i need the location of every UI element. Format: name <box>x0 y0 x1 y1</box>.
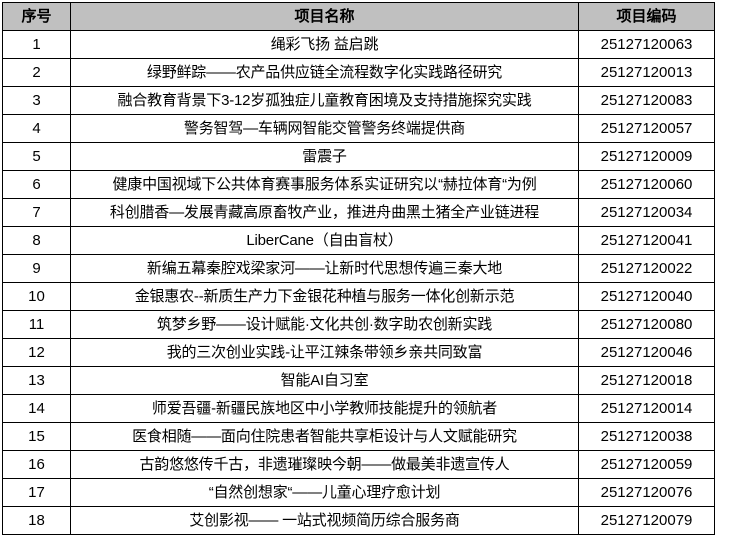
cell-sequence-number: 14 <box>2 394 71 423</box>
cell-sequence-number: 6 <box>2 170 71 199</box>
column-header-code: 项目编码 <box>578 2 715 31</box>
cell-project-name: 科创腊香—发展青藏高原畜牧产业，推进舟曲黑土猪全产业链进程 <box>70 198 579 227</box>
cell-project-name: “自然创想家“——儿童心理疗愈计划 <box>70 478 579 507</box>
cell-project-name: 古韵悠悠传千古，非遗璀璨映今朝——做最美非遗宣传人 <box>70 450 579 479</box>
table-header: 序号 项目名称 项目编码 <box>2 2 715 31</box>
cell-project-code: 25127120080 <box>578 310 715 339</box>
cell-project-code: 25127120083 <box>578 86 715 115</box>
cell-project-name: 艾创影视—— 一站式视频简历综合服务商 <box>70 506 579 535</box>
column-header-seq: 序号 <box>2 2 71 31</box>
cell-project-name: 绿野鲜踪——农产品供应链全流程数字化实践路径研究 <box>70 58 579 87</box>
cell-project-code: 25127120060 <box>578 170 715 199</box>
cell-project-name: 警务智驾—车辆网智能交管警务终端提供商 <box>70 114 579 143</box>
table-row: 8 LiberCane（自由盲杖） 25127120041 <box>2 226 715 255</box>
table-row: 4 警务智驾—车辆网智能交管警务终端提供商 25127120057 <box>2 114 715 143</box>
cell-sequence-number: 16 <box>2 450 71 479</box>
cell-sequence-number: 8 <box>2 226 71 255</box>
table-row: 3 融合教育背景下3-12岁孤独症儿童教育困境及支持措施探究实践 251271200… <box>2 86 715 115</box>
table-row: 10 金银惠农--新质生产力下金银花种植与服务一体化创新示范 25127120040 <box>2 282 715 311</box>
table-row: 15 医食相随——面向住院患者智能共享柜设计与人文赋能研究 25127120038 <box>2 422 715 451</box>
cell-sequence-number: 4 <box>2 114 71 143</box>
cell-project-name: 融合教育背景下3-12岁孤独症儿童教育困境及支持措施探究实践 <box>70 86 579 115</box>
cell-project-code: 25127120009 <box>578 142 715 171</box>
table-row: 1 绳彩飞扬 益启跳 25127120063 <box>2 30 715 59</box>
table-row: 12 我的三次创业实践-让平江辣条带领乡亲共同致富 25127120046 <box>2 338 715 367</box>
cell-sequence-number: 15 <box>2 422 71 451</box>
cell-project-code: 25127120059 <box>578 450 715 479</box>
table-body: 1 绳彩飞扬 益启跳 25127120063 2 绿野鲜踪——农产品供应链全流程数字化实… <box>2 30 715 535</box>
cell-project-code: 25127120022 <box>578 254 715 283</box>
cell-sequence-number: 5 <box>2 142 71 171</box>
cell-project-name: 医食相随——面向住院患者智能共享柜设计与人文赋能研究 <box>70 422 579 451</box>
cell-sequence-number: 18 <box>2 506 71 535</box>
cell-project-code: 25127120013 <box>578 58 715 87</box>
cell-project-code: 25127120046 <box>578 338 715 367</box>
column-header-name: 项目名称 <box>70 2 579 31</box>
cell-sequence-number: 17 <box>2 478 71 507</box>
table-row: 17 “自然创想家“——儿童心理疗愈计划 25127120076 <box>2 478 715 507</box>
cell-project-code: 25127120041 <box>578 226 715 255</box>
cell-sequence-number: 7 <box>2 198 71 227</box>
table-row: 7 科创腊香—发展青藏高原畜牧产业，推进舟曲黑土猪全产业链进程 2512712003… <box>2 198 715 227</box>
cell-project-name: 雷震子 <box>70 142 579 171</box>
cell-sequence-number: 2 <box>2 58 71 87</box>
table-row: 18 艾创影视—— 一站式视频简历综合服务商 25127120079 <box>2 506 715 535</box>
cell-project-code: 25127120040 <box>578 282 715 311</box>
cell-sequence-number: 9 <box>2 254 71 283</box>
cell-project-code: 25127120076 <box>578 478 715 507</box>
cell-project-code: 25127120014 <box>578 394 715 423</box>
cell-sequence-number: 3 <box>2 86 71 115</box>
cell-project-name: 筑梦乡野——设计赋能·文化共创·数字助农创新实践 <box>70 310 579 339</box>
cell-sequence-number: 12 <box>2 338 71 367</box>
cell-project-code: 25127120057 <box>578 114 715 143</box>
cell-project-name: 健康中国视域下公共体育赛事服务体系实证研究以“赫拉体育“为例 <box>70 170 579 199</box>
cell-sequence-number: 11 <box>2 310 71 339</box>
table-header-row: 序号 项目名称 项目编码 <box>2 2 715 31</box>
cell-project-code: 25127120063 <box>578 30 715 59</box>
cell-project-name: 新编五幕秦腔戏梁家河——让新时代思想传遍三秦大地 <box>70 254 579 283</box>
cell-project-name: 师爱吾疆-新疆民族地区中小学教师技能提升的领航者 <box>70 394 579 423</box>
cell-sequence-number: 10 <box>2 282 71 311</box>
cell-project-name: 金银惠农--新质生产力下金银花种植与服务一体化创新示范 <box>70 282 579 311</box>
project-list-table: 序号 项目名称 项目编码 1 绳彩飞扬 益启跳 25127120063 2 绿野鲜踪——… <box>2 2 715 535</box>
cell-project-code: 25127120034 <box>578 198 715 227</box>
table-row: 14 师爱吾疆-新疆民族地区中小学教师技能提升的领航者 25127120014 <box>2 394 715 423</box>
table-row: 16 古韵悠悠传千古，非遗璀璨映今朝——做最美非遗宣传人 25127120059 <box>2 450 715 479</box>
table-row: 13 智能AI自习室 25127120018 <box>2 366 715 395</box>
cell-project-code: 25127120079 <box>578 506 715 535</box>
cell-project-name: 绳彩飞扬 益启跳 <box>70 30 579 59</box>
cell-project-name: 我的三次创业实践-让平江辣条带领乡亲共同致富 <box>70 338 579 367</box>
table-row: 5 雷震子 25127120009 <box>2 142 715 171</box>
cell-sequence-number: 13 <box>2 366 71 395</box>
project-table-container: 序号 项目名称 项目编码 1 绳彩飞扬 益启跳 25127120063 2 绿野鲜踪——… <box>2 2 715 535</box>
table-row: 9 新编五幕秦腔戏梁家河——让新时代思想传遍三秦大地 25127120022 <box>2 254 715 283</box>
cell-project-code: 25127120018 <box>578 366 715 395</box>
cell-project-code: 25127120038 <box>578 422 715 451</box>
cell-sequence-number: 1 <box>2 30 71 59</box>
table-row: 2 绿野鲜踪——农产品供应链全流程数字化实践路径研究 25127120013 <box>2 58 715 87</box>
table-row: 11 筑梦乡野——设计赋能·文化共创·数字助农创新实践 25127120080 <box>2 310 715 339</box>
cell-project-name: 智能AI自习室 <box>70 366 579 395</box>
cell-project-name: LiberCane（自由盲杖） <box>70 226 579 255</box>
table-row: 6 健康中国视域下公共体育赛事服务体系实证研究以“赫拉体育“为例 251271200… <box>2 170 715 199</box>
